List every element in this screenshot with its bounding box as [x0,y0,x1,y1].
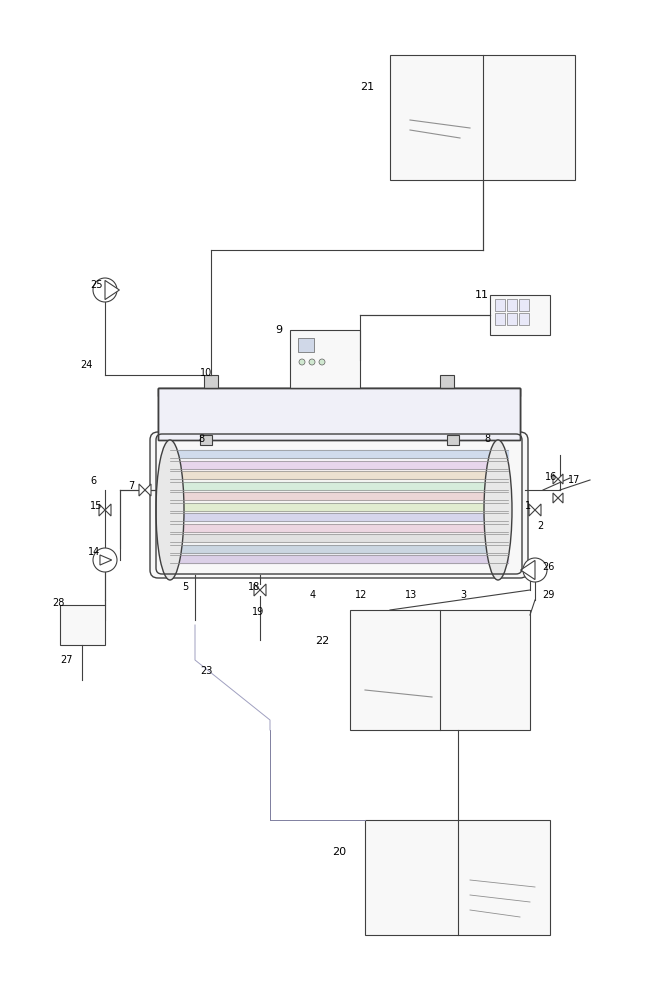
Bar [204,375,218,388]
Bar [440,375,454,388]
Bar [200,435,212,445]
Text: 23: 23 [200,666,213,676]
Text: 5: 5 [182,582,189,592]
Text: 13: 13 [405,590,417,600]
Polygon shape [260,584,266,596]
Text: 22: 22 [315,636,329,646]
Polygon shape [99,504,105,516]
Bar [490,295,550,335]
Circle shape [299,359,305,365]
Bar [158,388,520,440]
Text: 6: 6 [90,476,96,486]
Polygon shape [254,584,260,596]
Text: 4: 4 [310,590,316,600]
Circle shape [523,558,547,582]
Bar [519,313,529,325]
Text: 29: 29 [542,590,555,600]
Text: 8: 8 [484,434,490,444]
FancyBboxPatch shape [150,432,528,578]
Text: 18: 18 [248,582,260,592]
Polygon shape [145,484,151,496]
Text: 19: 19 [252,607,264,617]
Text: 20: 20 [332,847,346,857]
Polygon shape [535,504,541,516]
Bar [390,55,575,180]
Text: 17: 17 [568,475,581,485]
Text: 16: 16 [545,472,557,482]
Bar [507,299,517,311]
Circle shape [319,359,325,365]
Bar [495,299,505,311]
Bar [290,330,360,388]
Polygon shape [105,504,111,516]
Bar [158,388,520,396]
Bar [158,388,520,440]
Bar [495,313,505,325]
Bar [298,338,314,352]
Bar [447,435,459,445]
Text: 28: 28 [52,598,64,608]
Text: 9: 9 [275,325,282,335]
Polygon shape [105,280,119,300]
Text: 3: 3 [460,590,466,600]
Bar [507,313,517,325]
Text: 11: 11 [475,290,489,300]
Text: 27: 27 [60,655,73,665]
Circle shape [93,548,117,572]
Text: 21: 21 [360,82,374,92]
Bar [365,820,550,935]
Polygon shape [558,493,563,503]
Ellipse shape [484,440,512,580]
Text: 8: 8 [198,434,204,444]
Text: 15: 15 [90,501,102,511]
Polygon shape [529,504,535,516]
Text: 1: 1 [525,501,531,511]
Polygon shape [553,474,558,484]
Polygon shape [520,560,535,580]
Circle shape [309,359,315,365]
Polygon shape [139,484,145,496]
Bar [350,610,530,730]
Text: 25: 25 [90,280,102,290]
Polygon shape [558,474,563,484]
Text: 12: 12 [355,590,367,600]
Ellipse shape [156,440,184,580]
Text: 7: 7 [128,481,134,491]
Text: 26: 26 [542,562,555,572]
Polygon shape [553,493,558,503]
Text: 14: 14 [88,547,100,557]
Text: 10: 10 [200,368,213,378]
Circle shape [93,278,117,302]
Bar [60,605,105,645]
Text: 2: 2 [537,521,543,531]
Bar [158,388,520,438]
Text: 24: 24 [80,360,93,370]
Bar [519,299,529,311]
Polygon shape [100,555,111,565]
